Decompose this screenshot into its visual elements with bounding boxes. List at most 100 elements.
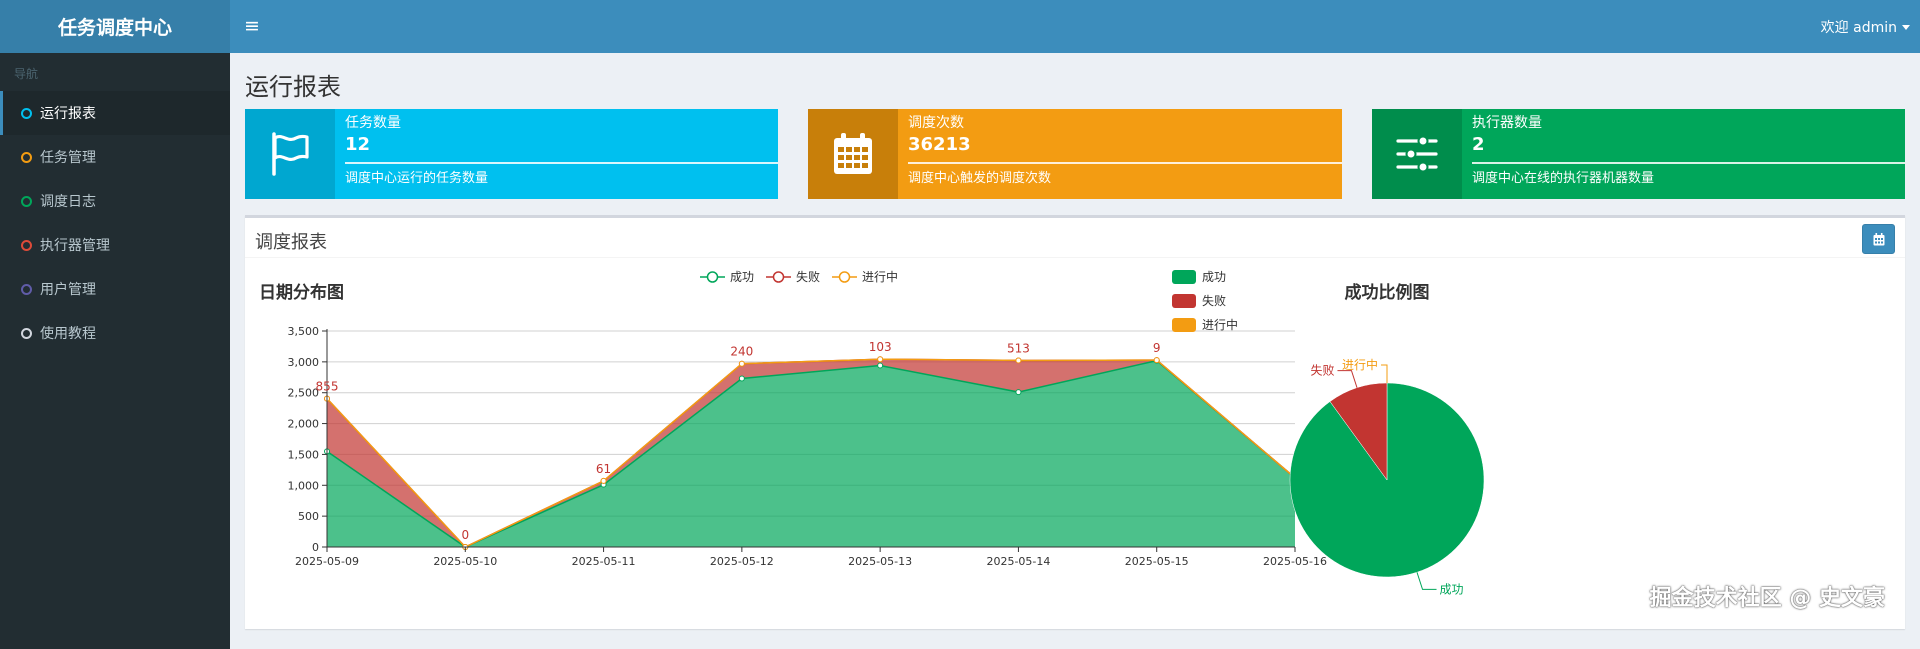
nav-section-label: 导航	[14, 67, 39, 81]
legend-label: 进行中	[862, 269, 898, 284]
circle-icon	[21, 151, 32, 163]
progress-bar	[345, 162, 778, 164]
area-成功	[327, 360, 1295, 547]
y-tick-label: 2,000	[288, 418, 320, 431]
data-label: 0	[461, 528, 469, 542]
app-logo[interactable]: 任务调度中心	[0, 0, 230, 53]
x-tick-label: 2025-05-10	[433, 555, 497, 568]
caret-down-icon	[1902, 24, 1910, 30]
sidebar-item-label: 执行器管理	[40, 238, 110, 254]
legend-swatch	[1172, 270, 1196, 284]
report-panel-title: 调度报表	[255, 232, 327, 253]
y-tick-label: 0	[312, 541, 319, 554]
sidebar-toggle-icon[interactable]: ≡	[244, 15, 260, 37]
sidebar-item-label: 使用教程	[40, 326, 96, 342]
y-tick-label: 1,500	[288, 448, 320, 461]
data-point	[1015, 357, 1022, 364]
circle-icon	[21, 195, 32, 207]
sidebar-item-label: 用户管理	[40, 282, 96, 298]
info-box-description: 调度中心运行的任务数量	[345, 171, 489, 186]
pie-label: 成功	[1440, 582, 1464, 596]
legend-label: 进行中	[1202, 317, 1238, 332]
legend-label: 成功	[730, 270, 754, 284]
info-box-description: 调度中心在线的执行器机器数量	[1472, 171, 1655, 186]
legend-label: 成功	[1202, 270, 1226, 284]
x-tick-label: 2025-05-15	[1125, 555, 1189, 568]
data-point	[877, 362, 884, 369]
legend-swatch	[1172, 318, 1196, 332]
chart-title: 日期分布图	[259, 282, 344, 303]
legend-swatch	[1172, 294, 1196, 308]
sidebar: 导航 运行报表任务管理调度日志执行器管理用户管理使用教程	[0, 53, 230, 649]
info-box-value: 12	[345, 134, 371, 155]
circle-icon	[21, 107, 32, 119]
x-tick-label: 2025-05-11	[572, 555, 636, 568]
report-panel-body: 日期分布图 0 500 1,000 1,500 2,000 2,500 3,000 3,500 2…	[245, 258, 1905, 629]
sidebar-item[interactable]: 使用教程	[0, 311, 230, 355]
sidebar-item[interactable]: 执行器管理	[0, 223, 230, 267]
x-tick-label: 2025-05-12	[710, 555, 774, 568]
y-tick-label: 500	[298, 510, 319, 523]
pie-label: 进行中	[1342, 357, 1378, 372]
sidebar-menu: 运行报表任务管理调度日志执行器管理用户管理使用教程	[0, 91, 230, 355]
pie-leader-line	[1337, 370, 1358, 388]
info-box-executor-count: 执行器数量 2 调度中心在线的执行器机器数量	[1372, 109, 1905, 199]
data-point	[1015, 389, 1022, 396]
info-box-value: 36213	[908, 134, 971, 155]
y-tick-label: 3,500	[288, 325, 320, 338]
data-label: 513	[1007, 341, 1030, 355]
pie-leader-line	[1381, 364, 1388, 383]
info-box-label: 执行器数量	[1472, 115, 1542, 131]
y-tick-label: 1,000	[288, 479, 320, 492]
data-label: 9	[1153, 341, 1161, 355]
sidebar-item[interactable]: 任务管理	[0, 135, 230, 179]
data-label: 61	[596, 462, 611, 476]
calendar-icon	[808, 109, 898, 199]
report-panel: 调度报表 日期分布图 0 500 1,000 1,500 2,000 2,500 3,000 3…	[245, 215, 1905, 629]
line-进行中	[326, 358, 1296, 548]
info-box-label: 调度次数	[908, 115, 964, 131]
info-box-value: 2	[1472, 134, 1485, 155]
data-point	[1153, 357, 1160, 364]
user-greeting: 欢迎 admin	[1820, 20, 1897, 36]
calendar-icon	[1873, 232, 1884, 245]
pie-leader-line	[1416, 572, 1437, 590]
sidebar-item[interactable]: 调度日志	[0, 179, 230, 223]
info-box-trigger-count: 调度次数 36213 调度中心触发的调度次数	[808, 109, 1342, 199]
user-menu[interactable]: 欢迎 admin	[1821, 17, 1910, 37]
watermark-text: 掘金技术社区 @ 史文豪	[1649, 586, 1885, 611]
progress-bar	[1472, 162, 1905, 164]
pie-label: 失败	[1310, 363, 1334, 378]
circle-icon	[21, 327, 32, 339]
sliders-icon	[1372, 109, 1462, 199]
legend-marker	[772, 271, 785, 283]
data-point	[600, 477, 607, 484]
info-box-description: 调度中心触发的调度次数	[908, 171, 1052, 186]
data-point	[877, 356, 884, 363]
legend-marker	[706, 271, 719, 283]
info-box-label: 任务数量	[345, 115, 401, 131]
flag-icon	[245, 109, 335, 199]
legend-marker	[838, 271, 851, 283]
x-tick-label: 2025-05-13	[848, 555, 912, 568]
y-tick-label: 3,000	[288, 356, 320, 369]
date-filter-button[interactable]	[1862, 224, 1895, 254]
info-box-task-count: 任务数量 12 调度中心运行的任务数量	[245, 109, 778, 199]
legend-label: 失败	[796, 269, 820, 284]
x-tick-label: 2025-05-16	[1263, 555, 1327, 568]
charts-canvas: 日期分布图 0 500 1,000 1,500 2,000 2,500 3,000 3,500 2…	[259, 269, 1485, 596]
sidebar-item[interactable]: 用户管理	[0, 267, 230, 311]
sidebar-item-label: 运行报表	[40, 106, 96, 122]
data-label: 240	[730, 345, 753, 359]
legend-label: 失败	[1202, 293, 1226, 308]
chart-title: 成功比例图	[1345, 282, 1430, 303]
x-tick-label: 2025-05-09	[295, 555, 359, 568]
data-label: 855	[316, 380, 339, 394]
top-navbar: 任务调度中心 ≡ 欢迎 admin	[0, 0, 1920, 53]
progress-bar	[908, 162, 1342, 164]
page-title: 运行报表	[245, 73, 341, 101]
circle-icon	[21, 283, 32, 295]
sidebar-item[interactable]: 运行报表	[0, 91, 230, 135]
sidebar-item-label: 任务管理	[40, 150, 96, 166]
y-tick-label: 2,500	[288, 387, 320, 400]
